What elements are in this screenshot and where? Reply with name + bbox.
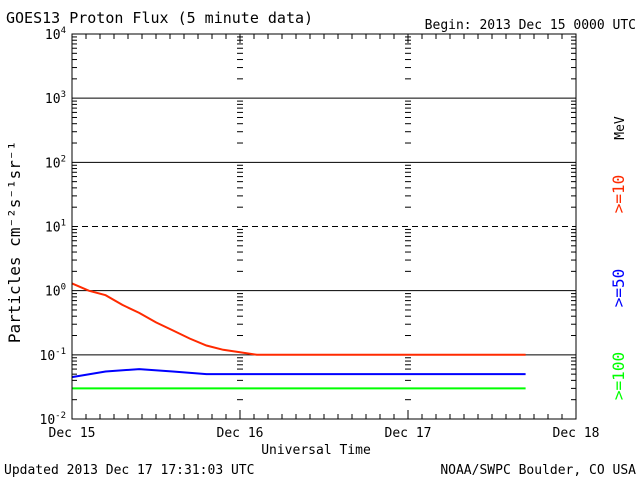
y-tick-exponent: -2 — [55, 411, 66, 421]
y-tick-base: 10 — [45, 221, 61, 236]
y-tick-label: 102 — [45, 154, 66, 171]
y-tick-base: 10 — [40, 349, 56, 364]
x-tick-label: Dec 18 — [553, 426, 600, 441]
x-tick-labels: Dec 15 Dec 16 Dec 17 Dec 18 — [49, 426, 600, 441]
legend-entry: >=50 — [609, 269, 628, 308]
y-tick-exponent: 2 — [61, 154, 66, 164]
legend-unit-label: MeV — [613, 116, 628, 140]
y-tick-base: 10 — [40, 413, 56, 428]
y-tick-label: 100 — [45, 283, 66, 300]
legend: MeV >=10 >=50 >=100 — [609, 116, 628, 400]
series-line — [71, 368, 526, 379]
y-tick-base: 10 — [45, 92, 61, 107]
plot-frame — [71, 33, 577, 420]
chart-title: GOES13 Proton Flux (5 minute data) — [6, 9, 313, 27]
y-tick-base: 10 — [45, 156, 61, 171]
x-tick-label: Dec 16 — [217, 426, 264, 441]
series-line — [71, 282, 526, 356]
updated-timestamp: Updated 2013 Dec 17 17:31:03 UTC — [4, 463, 254, 478]
y-tick-label: 101 — [45, 219, 66, 236]
y-tick-base: 10 — [45, 28, 61, 43]
y-tick-label: 104 — [45, 26, 66, 43]
y-tick-base: 10 — [45, 285, 61, 300]
legend-entry: >=10 — [609, 175, 628, 214]
y-tick-exponent: 0 — [61, 283, 66, 293]
x-axis-label: Universal Time — [261, 443, 371, 458]
y-tick-exponent: 4 — [61, 26, 66, 36]
grid-layer — [71, 34, 577, 419]
y-axis-label: Particles cm⁻²s⁻¹sr⁻¹ — [5, 141, 24, 343]
y-tick-label: 10-2 — [40, 411, 67, 428]
x-tick-label: Dec 15 — [49, 426, 96, 441]
legend-entry: >=100 — [609, 352, 628, 400]
series-layer — [71, 282, 526, 390]
y-tick-exponent: 1 — [61, 219, 66, 229]
x-tick-label: Dec 17 — [385, 426, 432, 441]
y-tick-exponent: 3 — [61, 90, 66, 100]
credit-text: NOAA/SWPC Boulder, CO USA — [440, 463, 636, 478]
y-tick-exponent: -1 — [55, 347, 66, 357]
y-tick-label: 10-1 — [40, 347, 67, 364]
y-tick-label: 103 — [45, 90, 66, 107]
chart-subtitle: Begin: 2013 Dec 15 0000 UTC — [425, 18, 636, 33]
